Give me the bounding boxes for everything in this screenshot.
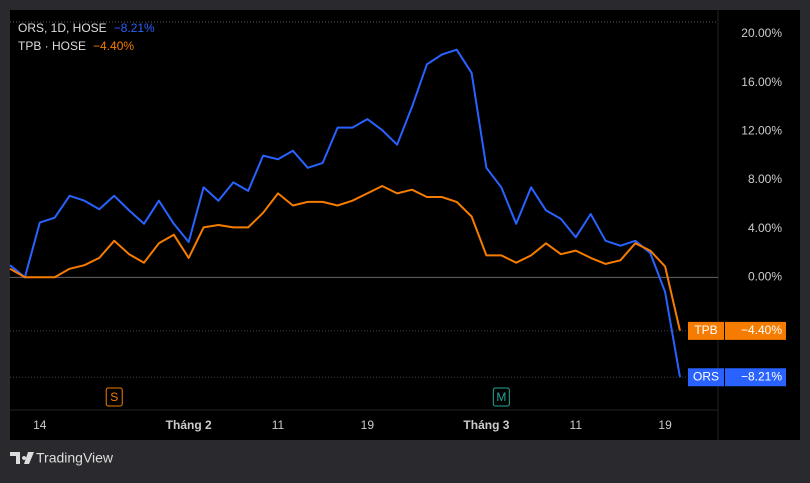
tag-value: −4.40% [741, 323, 782, 337]
chart-panel [10, 10, 800, 440]
tag-name-bg [688, 368, 724, 387]
y-tick-label: 12.00% [741, 123, 782, 137]
y-tick-label: 20.00% [741, 26, 782, 40]
x-tick-label: 19 [658, 418, 672, 432]
legend-label: TPB · HOSE [18, 39, 86, 53]
x-tick-label: 19 [361, 418, 375, 432]
brand-text: TradingView [36, 450, 114, 466]
legend-value: −4.40% [93, 39, 134, 53]
legend-value: −8.21% [114, 21, 155, 35]
brand: TradingView [10, 450, 114, 466]
series-line [9, 185, 681, 332]
y-tick-label: 8.00% [748, 172, 782, 186]
x-tick-label: 11 [570, 418, 583, 432]
tag-name-bg [688, 321, 724, 340]
tag-value-bg [725, 368, 786, 387]
legend-label: ORS, 1D, HOSE [18, 21, 107, 35]
y-tick-label: 4.00% [748, 221, 782, 235]
series-line [9, 48, 681, 378]
tag-value-bg [725, 321, 786, 340]
y-tick-label: 16.00% [741, 75, 782, 89]
tag-name: ORS [693, 369, 719, 383]
y-tick-label: 0.00% [748, 270, 782, 284]
brand-logo [10, 452, 34, 464]
x-tick-label: 11 [272, 418, 285, 432]
tag-name: TPB [694, 323, 717, 337]
event-marker [492, 387, 510, 407]
x-tick-label: Tháng 3 [463, 418, 509, 432]
x-tick-label: 14 [33, 418, 47, 432]
event-label: M [496, 390, 506, 404]
event-marker [105, 387, 123, 407]
event-label: S [110, 390, 118, 404]
tag-value: −8.21% [741, 369, 782, 383]
x-tick-label: Tháng 2 [166, 418, 212, 432]
